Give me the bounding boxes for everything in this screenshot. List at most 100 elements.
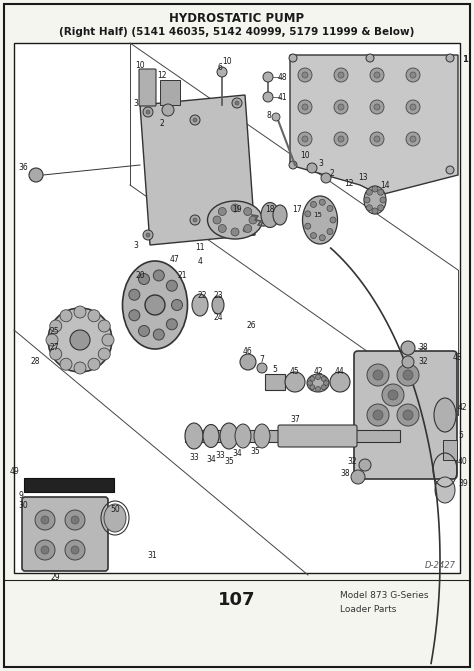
Circle shape <box>406 68 420 82</box>
Text: 24: 24 <box>213 313 223 323</box>
Circle shape <box>321 173 331 183</box>
Text: 26: 26 <box>247 321 256 329</box>
Circle shape <box>338 72 344 78</box>
Text: HYDROSTATIC PUMP: HYDROSTATIC PUMP <box>169 11 305 25</box>
Ellipse shape <box>364 186 386 214</box>
Bar <box>443 440 457 460</box>
Circle shape <box>334 132 348 146</box>
Circle shape <box>190 215 200 225</box>
Circle shape <box>302 72 308 78</box>
Circle shape <box>410 104 416 110</box>
Text: 7: 7 <box>260 356 264 364</box>
Circle shape <box>60 310 72 322</box>
Circle shape <box>327 229 333 235</box>
Text: 5: 5 <box>458 431 463 440</box>
Circle shape <box>310 376 315 381</box>
Circle shape <box>285 372 305 392</box>
Circle shape <box>88 358 100 370</box>
Circle shape <box>232 98 242 108</box>
Circle shape <box>367 404 389 426</box>
Text: (Right Half) (5141 46035, 5142 40999, 5179 11999 & Below): (Right Half) (5141 46035, 5142 40999, 51… <box>59 27 415 37</box>
Circle shape <box>272 113 280 121</box>
Circle shape <box>218 225 226 232</box>
Text: 45: 45 <box>290 366 300 376</box>
Bar <box>14 43 460 573</box>
Text: 10: 10 <box>300 150 310 160</box>
Circle shape <box>65 540 85 560</box>
Text: 6: 6 <box>218 64 222 72</box>
Circle shape <box>372 208 378 214</box>
Circle shape <box>446 166 454 174</box>
Text: 40: 40 <box>458 458 468 466</box>
FancyBboxPatch shape <box>354 351 457 479</box>
Ellipse shape <box>203 425 219 448</box>
Text: 30: 30 <box>18 501 28 509</box>
Text: 19: 19 <box>232 205 242 215</box>
Circle shape <box>46 334 58 346</box>
Ellipse shape <box>302 196 337 244</box>
Ellipse shape <box>212 296 224 314</box>
Circle shape <box>289 54 297 62</box>
Circle shape <box>397 364 419 386</box>
Text: 3: 3 <box>133 99 138 107</box>
Circle shape <box>74 362 86 374</box>
Circle shape <box>338 104 344 110</box>
Text: 10: 10 <box>135 60 145 70</box>
Circle shape <box>366 189 373 195</box>
Circle shape <box>162 104 174 116</box>
Circle shape <box>146 233 150 237</box>
Bar <box>265 374 285 390</box>
Circle shape <box>310 201 317 207</box>
Circle shape <box>231 204 239 212</box>
Circle shape <box>153 329 164 340</box>
Text: 23: 23 <box>213 291 223 299</box>
Text: 107: 107 <box>218 591 256 609</box>
Circle shape <box>401 341 415 355</box>
Circle shape <box>302 104 308 110</box>
Circle shape <box>310 233 317 239</box>
Circle shape <box>305 211 311 217</box>
Text: 38: 38 <box>340 470 350 478</box>
Circle shape <box>263 72 273 82</box>
Text: 46: 46 <box>243 348 253 356</box>
Circle shape <box>327 205 333 211</box>
Polygon shape <box>290 55 458 195</box>
Circle shape <box>172 299 182 311</box>
Text: 29: 29 <box>50 574 60 582</box>
Circle shape <box>50 348 62 360</box>
Circle shape <box>406 100 420 114</box>
Text: Model 873 G-Series: Model 873 G-Series <box>340 592 428 601</box>
Circle shape <box>263 92 273 102</box>
Circle shape <box>308 380 312 386</box>
Text: 11: 11 <box>195 244 205 252</box>
Circle shape <box>372 186 378 192</box>
Bar <box>24 478 114 492</box>
Circle shape <box>366 54 374 62</box>
Text: 12: 12 <box>157 72 167 81</box>
Text: 41: 41 <box>278 93 288 101</box>
Circle shape <box>406 132 420 146</box>
Text: 4: 4 <box>198 258 202 266</box>
Circle shape <box>378 189 383 195</box>
Ellipse shape <box>122 261 188 349</box>
Circle shape <box>402 356 414 368</box>
Circle shape <box>321 376 326 381</box>
Ellipse shape <box>104 504 126 532</box>
Circle shape <box>235 101 239 105</box>
Text: 22: 22 <box>197 291 207 299</box>
Circle shape <box>310 384 315 390</box>
Circle shape <box>364 197 370 203</box>
Circle shape <box>70 330 90 350</box>
Text: 25: 25 <box>50 327 60 336</box>
Circle shape <box>316 374 320 380</box>
Circle shape <box>382 384 404 406</box>
Circle shape <box>298 100 312 114</box>
Circle shape <box>446 54 454 62</box>
Text: 2: 2 <box>160 119 164 127</box>
Ellipse shape <box>220 423 238 449</box>
Circle shape <box>334 100 348 114</box>
Circle shape <box>65 510 85 530</box>
Circle shape <box>249 216 257 224</box>
Circle shape <box>257 363 267 373</box>
Text: 43: 43 <box>453 354 463 362</box>
